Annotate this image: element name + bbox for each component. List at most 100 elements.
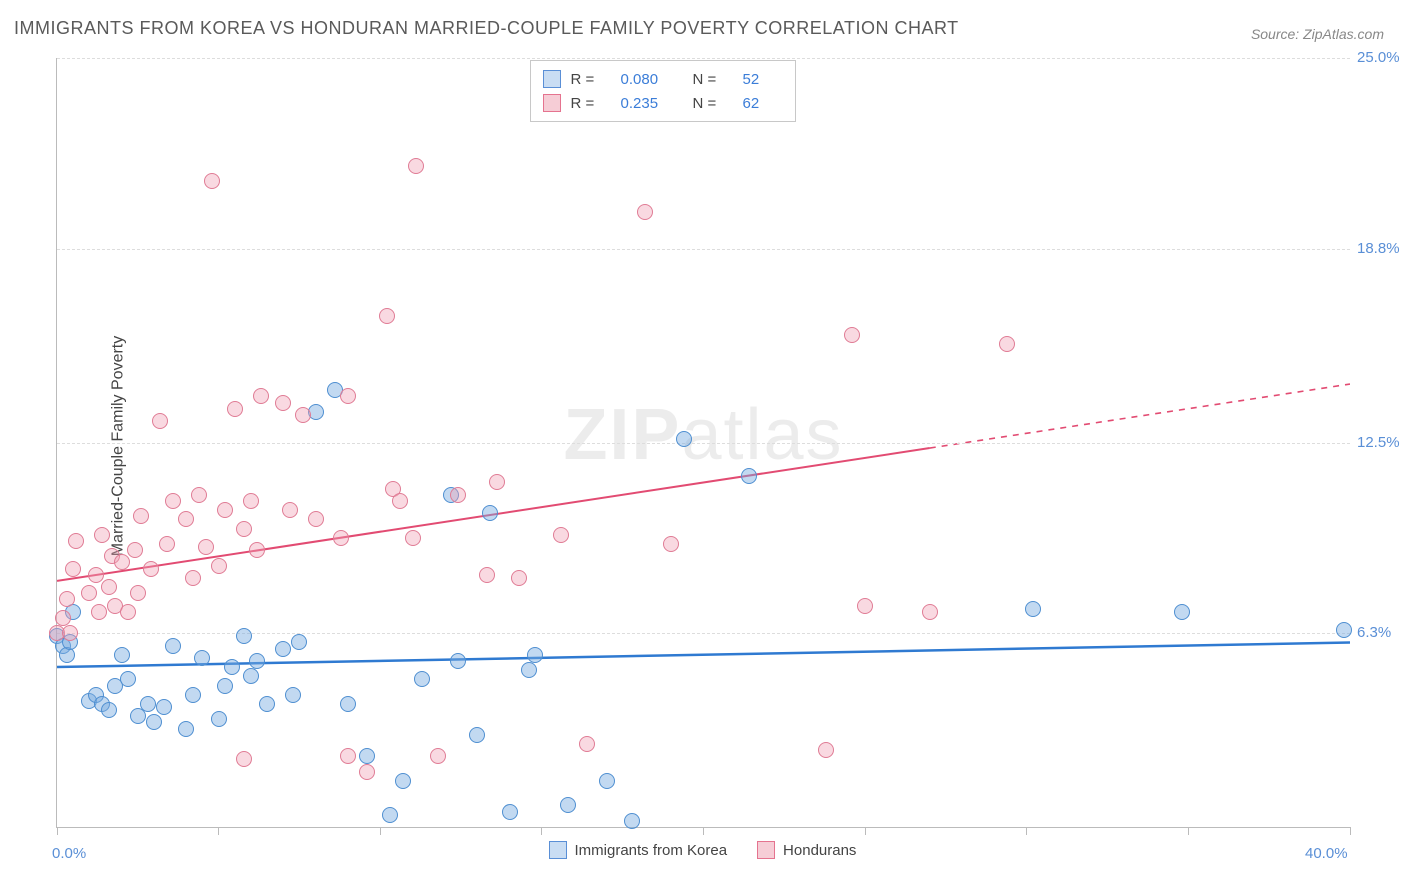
data-point <box>382 807 398 823</box>
legend-label: Hondurans <box>783 842 856 859</box>
data-point <box>204 173 220 189</box>
source-attribution: Source: ZipAtlas.com <box>1251 26 1384 42</box>
data-point <box>217 678 233 694</box>
data-point <box>62 625 78 641</box>
x-tick <box>1350 827 1351 835</box>
data-point <box>120 604 136 620</box>
data-point <box>999 336 1015 352</box>
data-point <box>560 797 576 813</box>
data-point <box>285 687 301 703</box>
correlation-legend: R =0.080N =52R =0.235N =62 <box>530 60 796 122</box>
data-point <box>143 561 159 577</box>
data-point <box>482 505 498 521</box>
x-tick <box>1188 827 1189 835</box>
data-point <box>236 751 252 767</box>
data-point <box>120 671 136 687</box>
data-point <box>511 570 527 586</box>
legend-row: R =0.080N =52 <box>543 67 783 91</box>
data-point <box>133 508 149 524</box>
data-point <box>194 650 210 666</box>
data-point <box>405 530 421 546</box>
data-point <box>333 530 349 546</box>
gridline-h <box>57 443 1350 444</box>
data-point <box>65 561 81 577</box>
watermark: ZIPatlas <box>563 393 843 475</box>
scatter-plot-area: ZIPatlas <box>56 58 1350 828</box>
data-point <box>430 748 446 764</box>
data-point <box>479 567 495 583</box>
legend-item: Hondurans <box>757 841 856 859</box>
data-point <box>414 671 430 687</box>
x-tick <box>380 827 381 835</box>
data-point <box>81 585 97 601</box>
data-point <box>844 327 860 343</box>
data-point <box>450 653 466 669</box>
data-point <box>379 308 395 324</box>
legend-item: Immigrants from Korea <box>549 841 728 859</box>
data-point <box>359 764 375 780</box>
data-point <box>152 413 168 429</box>
data-point <box>275 395 291 411</box>
data-point <box>211 711 227 727</box>
data-point <box>59 591 75 607</box>
data-point <box>198 539 214 555</box>
data-point <box>217 502 233 518</box>
data-point <box>227 401 243 417</box>
legend-r-value: 0.080 <box>621 71 661 88</box>
data-point <box>1025 601 1041 617</box>
data-point <box>922 604 938 620</box>
data-point <box>140 696 156 712</box>
x-tick <box>57 827 58 835</box>
data-point <box>146 714 162 730</box>
chart-title: IMMIGRANTS FROM KOREA VS HONDURAN MARRIE… <box>14 18 959 39</box>
data-point <box>340 388 356 404</box>
legend-swatch <box>549 841 567 859</box>
data-point <box>392 493 408 509</box>
data-point <box>249 542 265 558</box>
data-point <box>68 533 84 549</box>
x-tick <box>541 827 542 835</box>
data-point <box>156 699 172 715</box>
data-point <box>579 736 595 752</box>
data-point <box>637 204 653 220</box>
data-point <box>340 696 356 712</box>
data-point <box>191 487 207 503</box>
data-point <box>159 536 175 552</box>
y-tick-label: 6.3% <box>1357 624 1391 641</box>
x-tick-label: 40.0% <box>1305 845 1348 862</box>
data-point <box>127 542 143 558</box>
gridline-h <box>57 249 1350 250</box>
data-point <box>282 502 298 518</box>
data-point <box>243 668 259 684</box>
x-tick <box>1026 827 1027 835</box>
series-legend: Immigrants from Korea Hondurans <box>549 841 857 859</box>
data-point <box>259 696 275 712</box>
data-point <box>224 659 240 675</box>
data-point <box>55 610 71 626</box>
y-tick-label: 25.0% <box>1357 49 1400 66</box>
data-point <box>130 585 146 601</box>
data-point <box>857 598 873 614</box>
data-point <box>624 813 640 829</box>
legend-r-label: R = <box>571 71 611 88</box>
gridline-h <box>57 58 1350 59</box>
data-point <box>185 570 201 586</box>
data-point <box>359 748 375 764</box>
data-point <box>91 604 107 620</box>
data-point <box>249 653 265 669</box>
data-point <box>211 558 227 574</box>
data-point <box>275 641 291 657</box>
data-point <box>521 662 537 678</box>
legend-swatch <box>543 94 561 112</box>
data-point <box>502 804 518 820</box>
data-point <box>469 727 485 743</box>
legend-label: Immigrants from Korea <box>575 842 728 859</box>
data-point <box>165 493 181 509</box>
data-point <box>308 511 324 527</box>
x-tick-label: 0.0% <box>52 845 86 862</box>
y-tick-label: 12.5% <box>1357 434 1400 451</box>
data-point <box>340 748 356 764</box>
data-point <box>408 158 424 174</box>
data-point <box>676 431 692 447</box>
data-point <box>489 474 505 490</box>
